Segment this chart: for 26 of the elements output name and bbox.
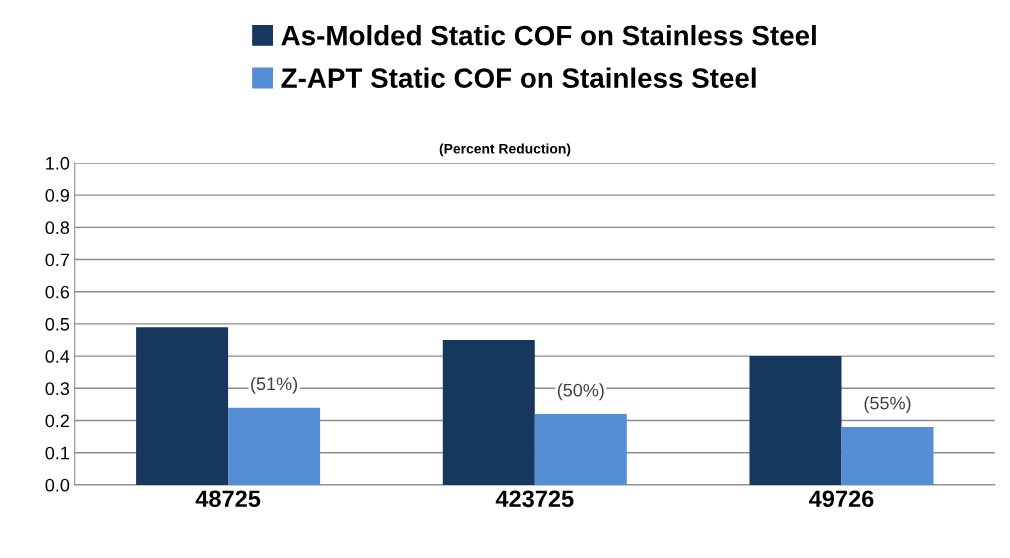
bar: [534, 414, 627, 485]
x-tick-label: 423725: [495, 490, 574, 508]
x-tick-label: 49726: [809, 490, 874, 508]
y-tick-label: 1.0: [46, 156, 70, 170]
y-tick-label: 0.5: [45, 317, 70, 331]
legend-label: Z-APT Static COF on Stainless Steel: [281, 67, 756, 88]
bar: [841, 426, 934, 485]
x-tick-label: 48725: [195, 490, 261, 508]
bar: [228, 407, 321, 485]
bar: [442, 340, 535, 485]
y-tick-label: 0.6: [45, 285, 70, 299]
y-tick-label: 0.4: [45, 350, 70, 363]
y-tick-label: 0.2: [45, 414, 69, 428]
annotation: (51%): [251, 376, 298, 394]
y-tick-label: 0.3: [45, 382, 70, 396]
y-tick-label: 0.9: [45, 189, 70, 202]
annotation: (55%): [864, 396, 911, 414]
annotation: (50%): [557, 383, 604, 401]
chart-subtitle: (Percent Reduction): [439, 143, 571, 157]
y-tick-label: 0.7: [45, 253, 69, 267]
y-tick-label: 0.8: [45, 221, 70, 235]
y-tick-label: 0.0: [45, 478, 70, 492]
bar: [749, 356, 842, 485]
y-tick-label: 0.1: [45, 446, 69, 460]
legend-label: As-Molded Static COF on Stainless Steel: [281, 25, 816, 46]
bar: [136, 327, 229, 485]
